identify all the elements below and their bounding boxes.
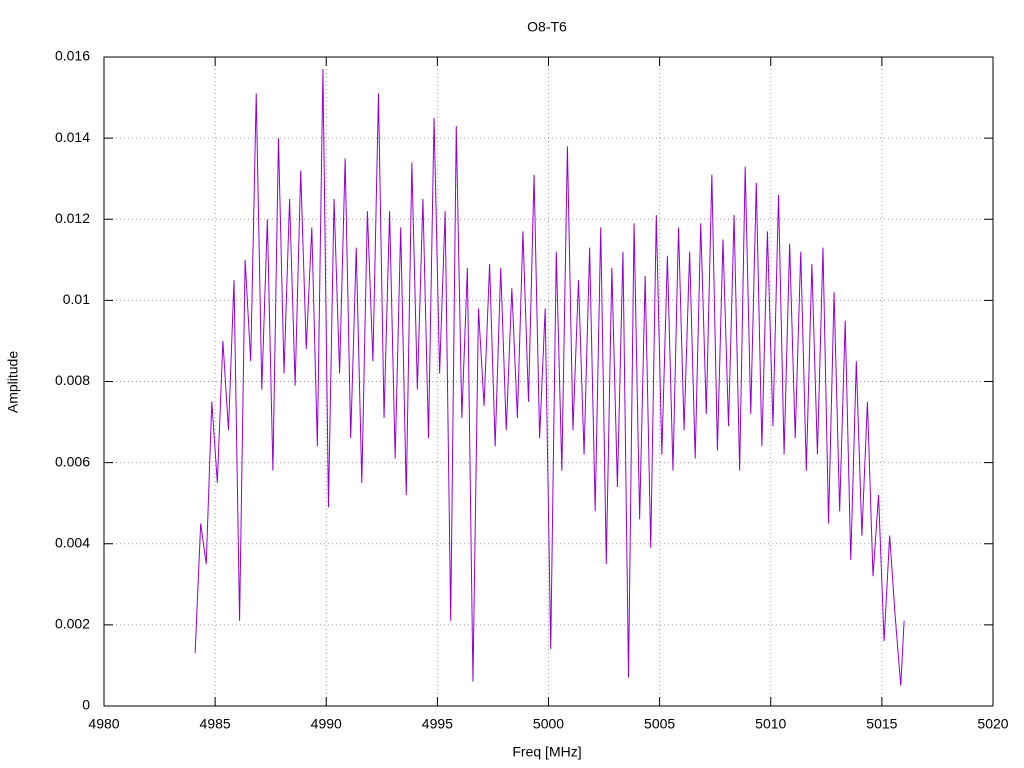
y-tick-label: 0.008 [55, 372, 90, 388]
x-tick-label: 4985 [200, 716, 231, 732]
x-tick-label: 5020 [977, 716, 1008, 732]
y-tick-label: 0.006 [55, 453, 90, 469]
x-axis-label: Freq [MHz] [512, 744, 581, 760]
y-axis-label: Amplitude [5, 351, 21, 413]
y-tick-label: 0.012 [55, 210, 90, 226]
y-tick-label: 0.01 [63, 291, 90, 307]
y-tick-label: 0.014 [55, 129, 90, 145]
x-tick-label: 5010 [755, 716, 786, 732]
x-tick-label: 5005 [644, 716, 675, 732]
y-tick-label: 0.002 [55, 616, 90, 632]
x-tick-label: 5015 [866, 716, 897, 732]
x-tick-label: 4990 [311, 716, 342, 732]
y-tick-label: 0 [82, 697, 90, 713]
data-line [194, 69, 905, 686]
x-tick-label: 4980 [88, 716, 119, 732]
x-tick-label: 4995 [422, 716, 453, 732]
chart-title: O8-T6 [527, 19, 567, 35]
x-tick-label: 5000 [533, 716, 564, 732]
y-tick-label: 0.016 [55, 48, 90, 64]
plot-frame [103, 56, 994, 707]
y-tick-label: 0.004 [55, 534, 90, 550]
